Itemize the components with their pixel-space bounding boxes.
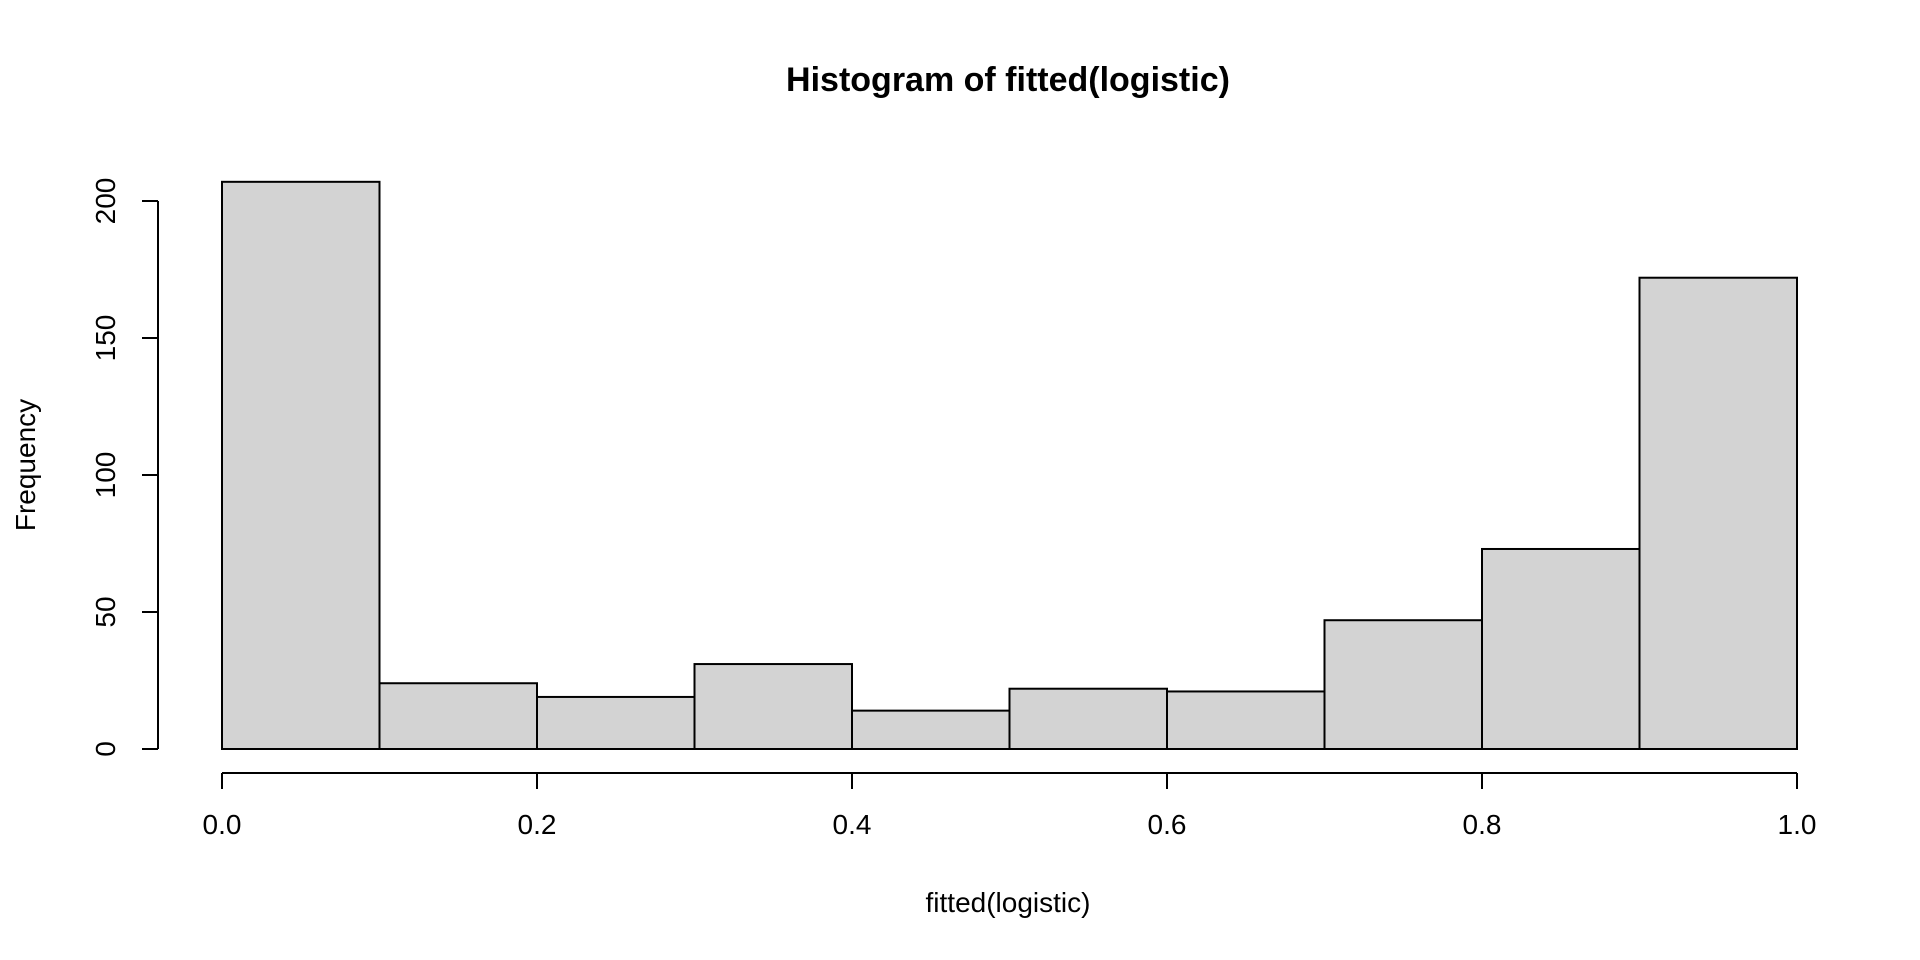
histogram-bar xyxy=(1008,687,1168,750)
y-tick-label: 0 xyxy=(90,741,121,757)
histogram-bar xyxy=(378,682,538,750)
histogram-bar xyxy=(1481,547,1641,750)
x-axis-label: fitted(logistic) xyxy=(926,887,1091,918)
y-tick-label: 200 xyxy=(90,178,121,225)
y-tick-label: 50 xyxy=(90,596,121,627)
x-tick-label: 0.8 xyxy=(1463,809,1502,840)
histogram-bar xyxy=(1166,690,1326,751)
x-tick-label: 0.0 xyxy=(203,809,242,840)
x-tick-label: 1.0 xyxy=(1778,809,1817,840)
y-tick-label: 150 xyxy=(90,315,121,362)
bars-group xyxy=(221,180,1798,751)
histogram-bar xyxy=(536,695,696,751)
histogram-bar xyxy=(1323,619,1483,750)
chart-title: Histogram of fitted(logistic) xyxy=(786,61,1230,99)
y-axis: 0 50 100 150 200 xyxy=(90,178,159,757)
histogram-bar xyxy=(851,709,1011,751)
histogram-bar xyxy=(1638,276,1798,750)
x-tick-label: 0.2 xyxy=(518,809,557,840)
histogram-bar xyxy=(693,663,853,750)
histogram-bar xyxy=(221,180,381,750)
y-tick-label: 100 xyxy=(90,452,121,499)
x-tick-label: 0.4 xyxy=(833,809,872,840)
x-axis: 0.0 0.2 0.4 0.6 0.8 1.0 xyxy=(203,772,1817,840)
x-tick-label: 0.6 xyxy=(1148,809,1187,840)
y-axis-label: Frequency xyxy=(10,399,41,531)
